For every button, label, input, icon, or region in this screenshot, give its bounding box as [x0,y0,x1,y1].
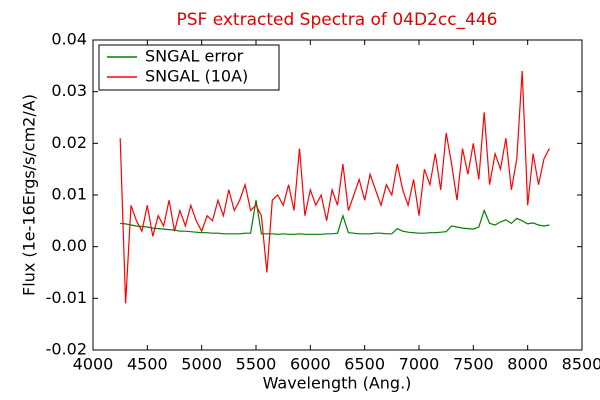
x-tick-label: 4000 [73,355,114,374]
x-tick-label: 8500 [562,355,600,374]
y-tick-label: -0.02 [46,340,87,359]
y-tick-label: 0.03 [51,81,87,100]
series-line [120,200,550,235]
y-tick-label: 0.04 [51,30,87,49]
x-tick-label: 4500 [127,355,168,374]
y-tick-label: 0.02 [51,133,87,152]
x-tick-label: 7500 [453,355,494,374]
series-line [119,70,550,304]
legend-box [98,44,280,91]
legend-label: SNGAL (10A) [145,67,248,86]
legend-label: SNGAL error [145,47,244,66]
y-tick-label: -0.01 [46,288,87,307]
x-axis-label: Wavelength (Ang.) [263,374,412,393]
y-axis-label: Flux (1e-16Ergs/s/cm2/A) [20,94,39,296]
x-tick-label: 5500 [236,355,277,374]
chart-title: PSF extracted Spectra of 04D2cc_446 [176,10,497,30]
plot-frame [92,39,583,351]
x-tick-label: 5000 [181,355,222,374]
x-tick-label: 6500 [344,355,385,374]
y-tick-label: 0.00 [51,236,87,255]
x-tick-label: 6000 [290,355,331,374]
y-tick-label: 0.01 [51,185,87,204]
x-tick-label: 7000 [399,355,440,374]
x-tick-label: 8000 [507,355,548,374]
